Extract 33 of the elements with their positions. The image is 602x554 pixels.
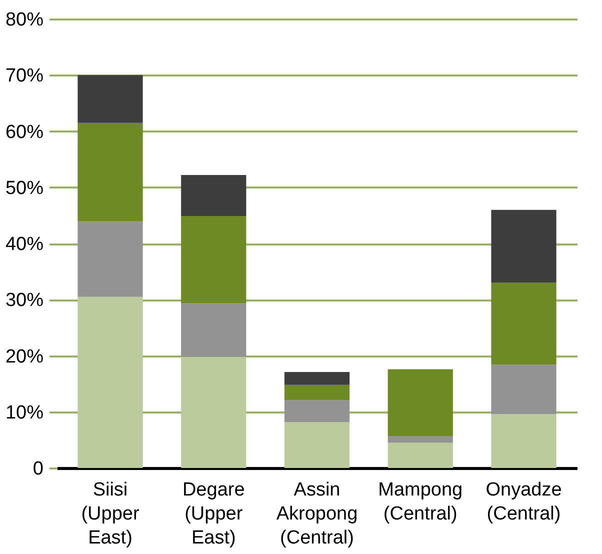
bar: [78, 296, 143, 468]
bar: [78, 122, 143, 222]
bar: [491, 282, 556, 365]
y-tick-label: 60%: [5, 122, 44, 143]
y-tick-label: 50%: [5, 178, 44, 199]
bar: [181, 175, 246, 216]
y-tick-label: 20%: [5, 346, 44, 368]
bar: [181, 356, 246, 468]
bar: [181, 216, 246, 303]
y-tick-label: 30%: [5, 290, 44, 312]
bar: [491, 364, 556, 414]
y-tick-label: 80%: [5, 10, 44, 30]
bar: [491, 210, 556, 283]
bar: [78, 221, 143, 297]
y-tick-label: 10%: [5, 402, 44, 424]
x-tick-label: Mampong (Central): [378, 480, 463, 524]
x-tick-label: Assin Akropong (Central): [276, 480, 358, 548]
bar: [284, 400, 350, 422]
bar: [388, 369, 453, 436]
bar: [181, 302, 246, 357]
bar: [388, 436, 453, 443]
bar: [491, 414, 556, 468]
bar: [284, 384, 350, 400]
y-tick-label: 40%: [5, 234, 44, 255]
y-tick-label: 0: [32, 458, 44, 480]
x-tick-label: Onyadze (Central): [486, 480, 562, 524]
bar: [78, 75, 143, 123]
bar: [284, 372, 350, 385]
y-tick-label: 70%: [5, 66, 44, 87]
x-tick-label: Siisi (Upper East): [81, 480, 140, 548]
bar: [388, 442, 453, 468]
x-tick-label: Degare (Upper East): [182, 480, 245, 548]
bar: [284, 422, 350, 468]
